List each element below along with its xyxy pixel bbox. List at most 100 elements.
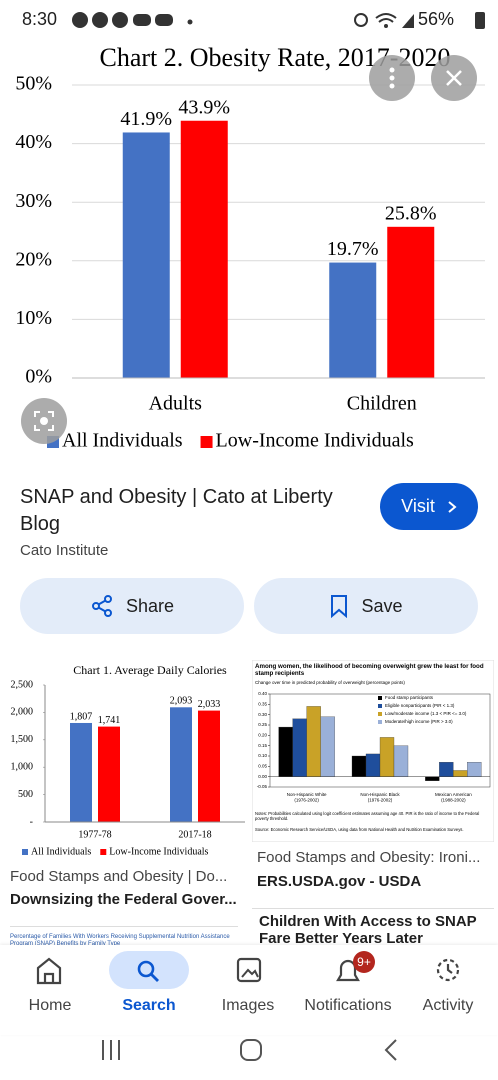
x-tick-label: Children bbox=[347, 393, 417, 415]
bar bbox=[70, 722, 92, 822]
bar bbox=[198, 710, 220, 822]
legend-label: All Individuals bbox=[31, 846, 91, 857]
x-tick-label: Adults bbox=[149, 393, 203, 415]
bar bbox=[306, 706, 321, 777]
y-tick-label: 2,500 bbox=[11, 679, 34, 690]
bar bbox=[439, 762, 454, 777]
y-tick-label: 0.25 bbox=[258, 722, 267, 727]
legend-label: Moderate/high income (PIR > 3.0) bbox=[385, 719, 453, 724]
y-tick-label: 40% bbox=[15, 131, 52, 153]
related-title[interactable]: Children With Access to SNAP Fare Better… bbox=[259, 913, 477, 947]
bar bbox=[329, 262, 377, 378]
main-chart: Chart 2. Obesity Rate, 2017-20200%10%20%… bbox=[15, 43, 485, 452]
save-icon bbox=[331, 595, 348, 618]
y-tick-label: 2,000 bbox=[11, 707, 34, 718]
x-tick-label: 2017-18 bbox=[178, 829, 211, 840]
y-tick-label: 0.10 bbox=[258, 753, 267, 758]
x-tick-label: Mexican American (1988-2002) bbox=[435, 792, 472, 802]
battery-icon bbox=[475, 12, 485, 29]
status-battery: 56% bbox=[418, 9, 455, 29]
thumbnail-chart[interactable]: Chart 1. Average Daily Calories - 500 1,000… bbox=[0, 655, 248, 860]
data-label: 41.9% bbox=[120, 108, 172, 130]
chart-title: Among women, the likelihood of becoming … bbox=[255, 663, 484, 677]
related-title[interactable]: Food Stamps and Obesity: Ironi... bbox=[257, 849, 481, 866]
bar bbox=[379, 737, 395, 777]
y-tick-label: 0.05 bbox=[258, 764, 267, 769]
related-title[interactable]: Food Stamps and Obesity | Do... bbox=[10, 868, 228, 885]
bar bbox=[180, 120, 228, 378]
bar bbox=[122, 132, 170, 378]
y-tick-label: 0.35 bbox=[258, 702, 267, 707]
x-tick-label: Non-Hispanic Black (1976-2002) bbox=[360, 792, 400, 802]
legend-label: Eligible nonparticipants (PIR < 1.3) bbox=[385, 703, 455, 708]
data-label: 43.9% bbox=[178, 96, 230, 118]
result-title[interactable]: SNAP and Obesity | Cato at Liberty Blog bbox=[20, 486, 333, 535]
legend-swatch bbox=[22, 849, 28, 855]
y-tick-label: 1,500 bbox=[11, 734, 34, 745]
nav-item[interactable]: Images bbox=[221, 997, 275, 1014]
chevron-icon bbox=[448, 500, 457, 513]
legend-swatch bbox=[378, 712, 382, 716]
legend-swatch bbox=[200, 436, 213, 448]
y-tick-label: 0.00 bbox=[258, 774, 267, 779]
bar bbox=[278, 726, 293, 777]
y-tick-label: 10% bbox=[15, 307, 52, 329]
legend-label: All Individuals bbox=[62, 430, 183, 452]
y-tick-label: - bbox=[30, 816, 33, 827]
x-tick-label: Non-Hispanic White (1976-2002) bbox=[287, 792, 327, 802]
save-label: Save bbox=[361, 595, 403, 616]
legend-swatch bbox=[378, 696, 382, 700]
share-label: Share bbox=[125, 595, 175, 616]
save-button[interactable]: Save bbox=[254, 578, 478, 634]
share-icon bbox=[91, 595, 112, 617]
thumbnail-chart[interactable]: Among women, the likelihood of becoming … bbox=[252, 660, 494, 842]
nav-icons bbox=[36, 957, 460, 985]
nav-item[interactable]: Home bbox=[28, 997, 72, 1014]
status-time: 8:30 bbox=[22, 9, 58, 29]
y-tick-label: 0.20 bbox=[258, 733, 267, 738]
y-tick-label: 500 bbox=[18, 789, 33, 800]
data-label: 2,093 bbox=[170, 696, 193, 707]
lens-button[interactable] bbox=[20, 397, 68, 445]
chart-source: Source: Economic Research Service/USDA, … bbox=[255, 827, 464, 832]
visit-label: Visit bbox=[401, 496, 435, 516]
y-tick-label: 30% bbox=[15, 190, 52, 212]
overlay-buttons bbox=[369, 55, 477, 101]
data-label: 19.7% bbox=[327, 238, 379, 260]
bar bbox=[292, 718, 307, 777]
nav-item[interactable]: Activity bbox=[422, 997, 474, 1014]
chart-subtitle: Change over time in predicted probabilit… bbox=[255, 680, 405, 685]
chart-title: Chart 1. Average Daily Calories bbox=[73, 663, 227, 677]
legend-label: Low-Income Individuals bbox=[216, 430, 414, 452]
related-source: ERS.USDA.gov - USDA bbox=[257, 873, 422, 890]
nav-active-indicator bbox=[109, 951, 189, 989]
y-tick-label: 0.15 bbox=[258, 743, 267, 748]
data-label: 1,807 bbox=[70, 711, 93, 722]
legend-swatch bbox=[100, 849, 107, 855]
visit-button[interactable]: Visit bbox=[380, 483, 478, 530]
y-tick-label: -0.05 bbox=[257, 784, 268, 789]
bar bbox=[320, 716, 335, 777]
share-button[interactable]: Share bbox=[20, 578, 244, 634]
chart-notes: Notes: Probabilities calculated using lo… bbox=[255, 811, 479, 821]
x-tick-label: 1977-78 bbox=[78, 829, 111, 840]
data-label: 25.8% bbox=[385, 202, 437, 224]
legend-label: Low-Income Individuals bbox=[109, 846, 208, 857]
result-source: Cato Institute bbox=[20, 542, 109, 559]
y-tick-label: 1,000 bbox=[11, 761, 34, 772]
partial-thumbnail-title[interactable]: Percentage of Families With Workers Rece… bbox=[10, 926, 238, 952]
bar bbox=[387, 226, 435, 378]
data-label: 1,741 bbox=[98, 715, 121, 726]
nav-item[interactable]: Search bbox=[122, 997, 176, 1014]
bar bbox=[351, 755, 367, 777]
bar bbox=[393, 745, 409, 777]
legend-swatch bbox=[378, 720, 382, 724]
legend-swatch bbox=[378, 704, 382, 708]
plot-frame bbox=[269, 693, 491, 788]
bar bbox=[365, 753, 381, 777]
y-tick-label: 0% bbox=[25, 366, 52, 388]
nav-item[interactable]: Notifications bbox=[304, 997, 392, 1014]
bar bbox=[98, 726, 120, 822]
bar bbox=[425, 776, 440, 781]
